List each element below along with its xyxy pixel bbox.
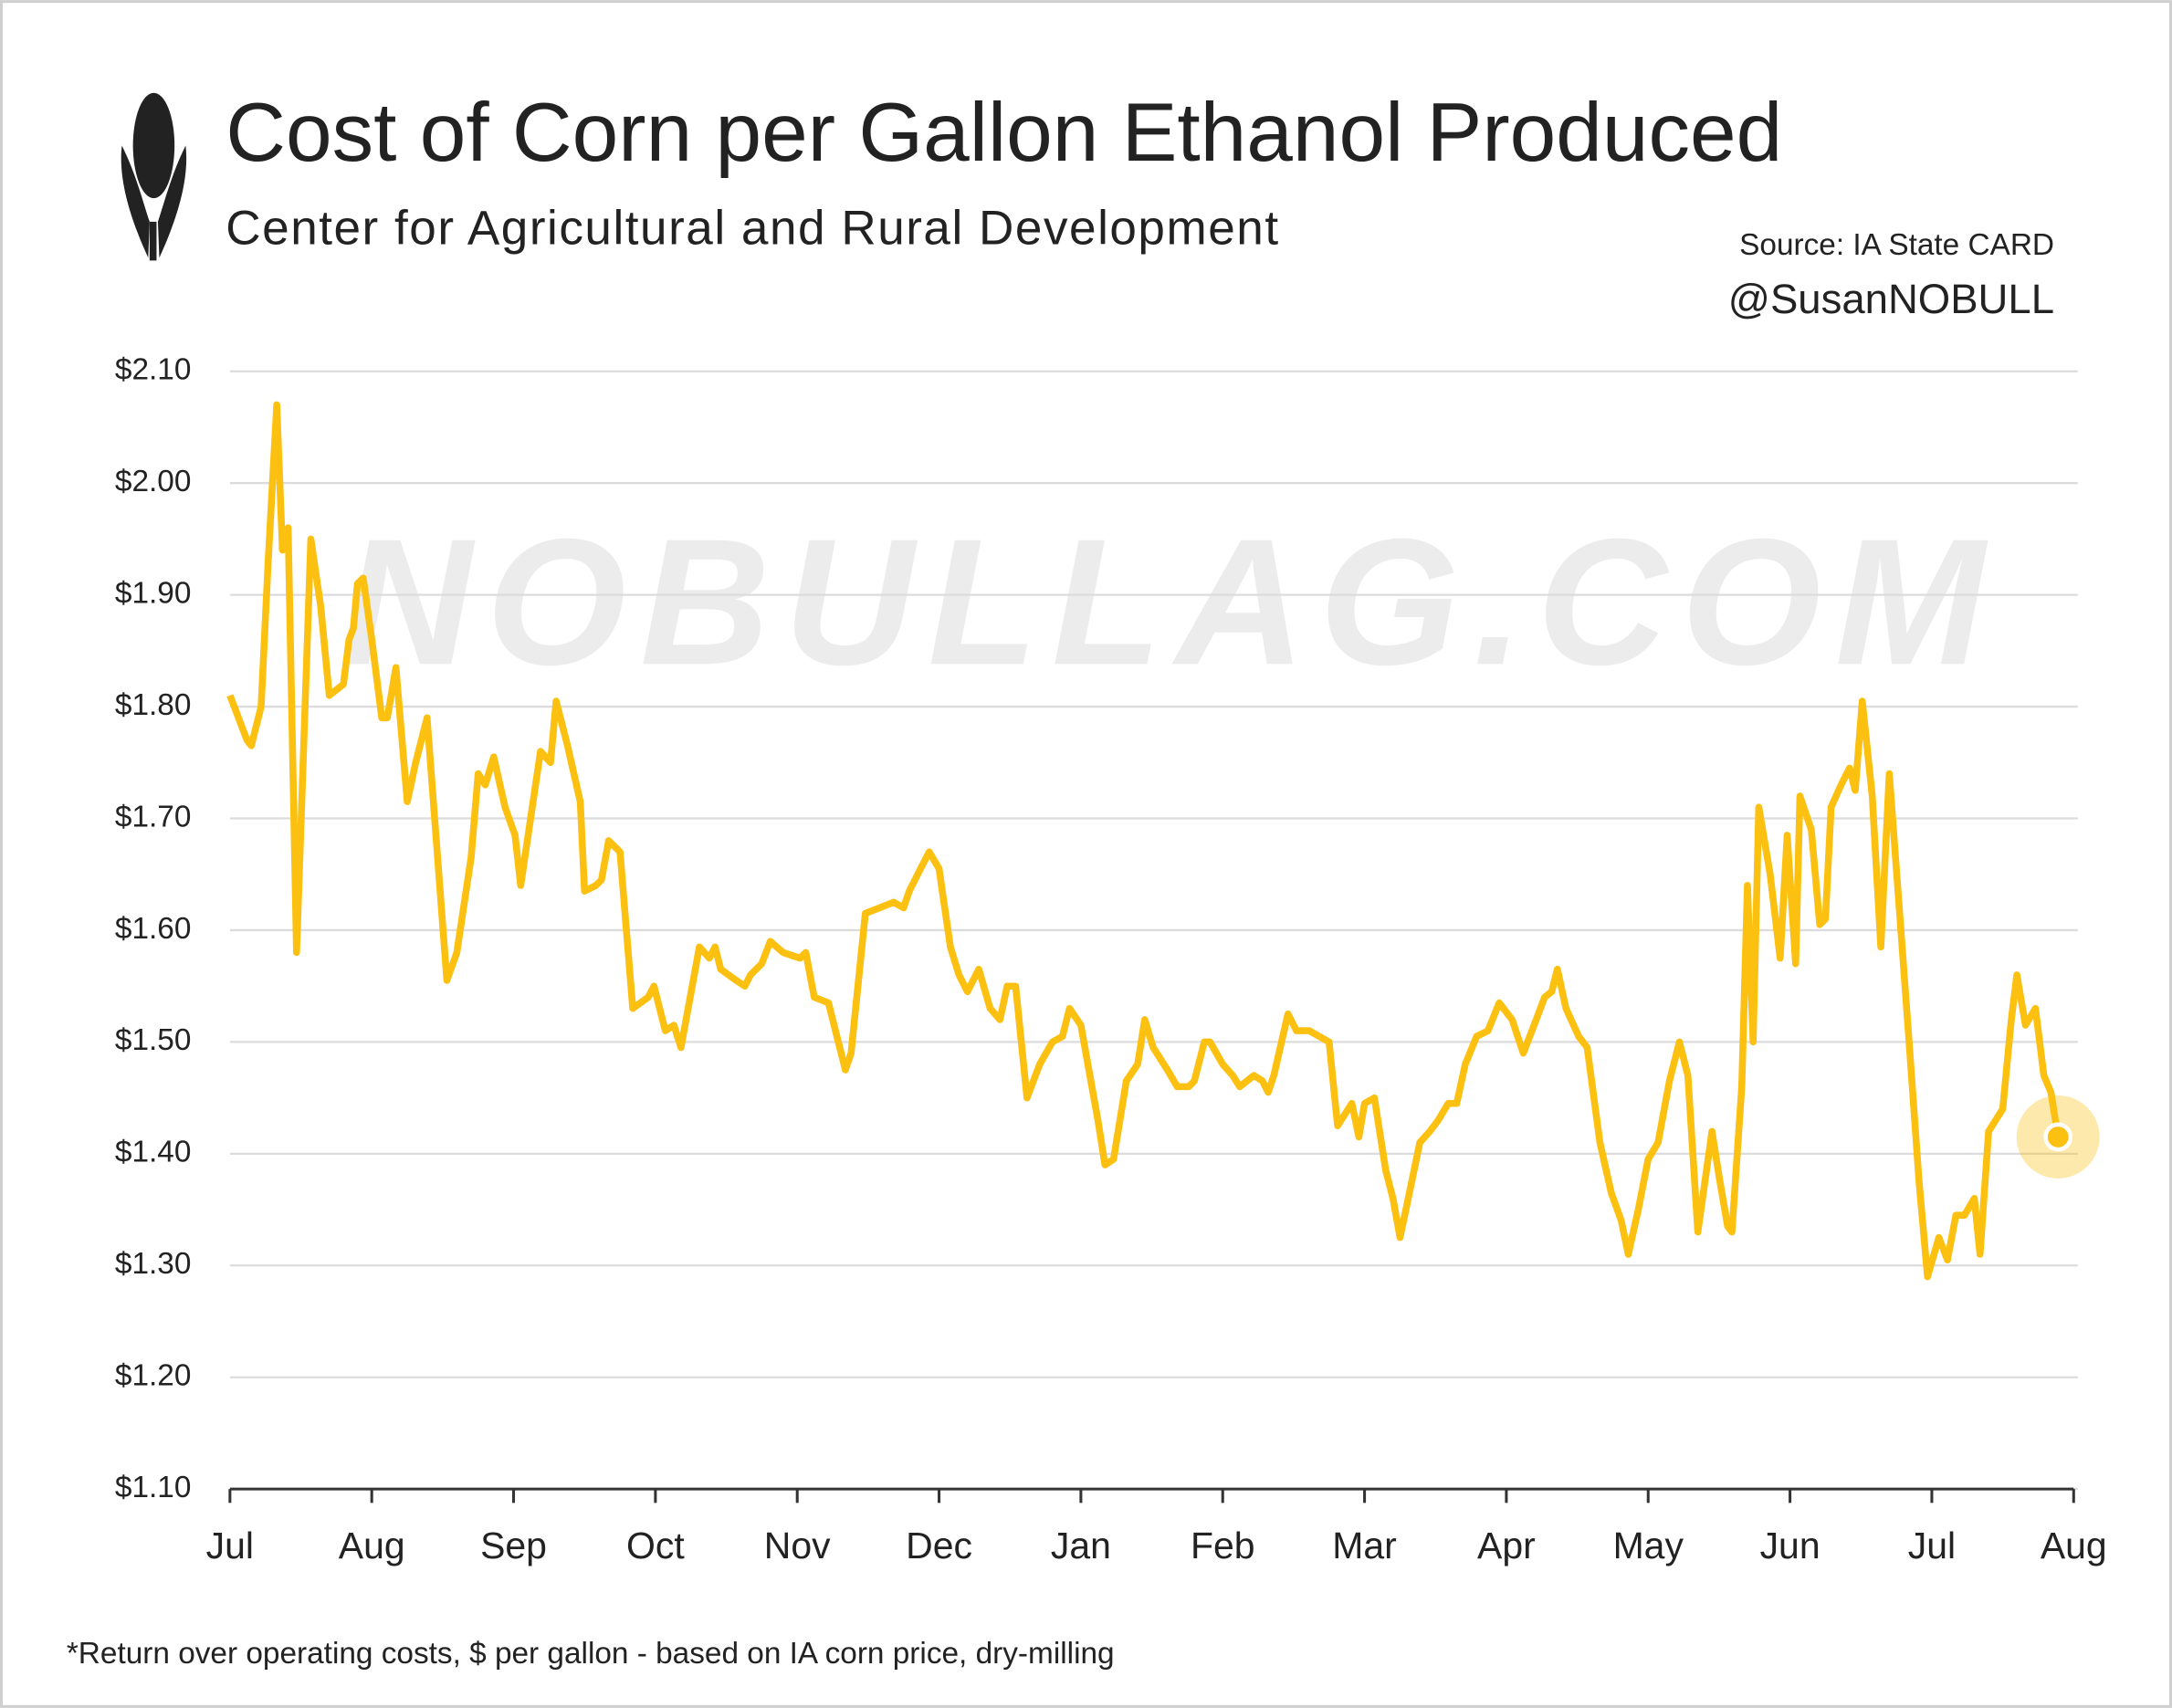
watermark: NOBULLAG.COM bbox=[342, 500, 1999, 702]
x-tick-label: Mar bbox=[1332, 1525, 1397, 1567]
y-tick-label: $1.30 bbox=[115, 1247, 191, 1281]
y-tick-label: $2.00 bbox=[115, 465, 191, 498]
x-tick-label: Aug bbox=[2041, 1525, 2107, 1567]
x-tick-label: May bbox=[1613, 1525, 1684, 1567]
x-tick-label: Jul bbox=[206, 1525, 254, 1567]
source: Source: IA State CARD bbox=[1739, 228, 2054, 262]
last-point bbox=[2043, 1122, 2073, 1152]
y-tick-label: $1.70 bbox=[115, 800, 191, 833]
y-tick-label: $1.60 bbox=[115, 912, 191, 946]
x-tick-label: Jun bbox=[1760, 1525, 1820, 1567]
y-tick-label: $1.50 bbox=[115, 1023, 191, 1057]
y-tick-label: $1.40 bbox=[115, 1136, 191, 1169]
x-tick-label: Nov bbox=[764, 1525, 831, 1567]
footnote: *Return over operating costs, $ per gall… bbox=[67, 1637, 1115, 1671]
data-line bbox=[226, 401, 2062, 1281]
plot-area: $1.10 $1.20 $1.30 $1.40 $1.50 $1.60 $1.70 $1.80… bbox=[115, 353, 2107, 1567]
x-tick-label: Aug bbox=[339, 1525, 405, 1567]
x-tick-label: Oct bbox=[626, 1525, 685, 1567]
y-tick-label: $1.10 bbox=[115, 1471, 191, 1504]
y-tick-label: $1.80 bbox=[115, 688, 191, 722]
x-tick-label: Sep bbox=[480, 1525, 547, 1567]
y-tick-label: $1.90 bbox=[115, 576, 191, 610]
x-tick-label: Jan bbox=[1051, 1525, 1111, 1567]
chart-title: Cost of Corn per Gallon Ethanol Produced bbox=[226, 87, 1782, 179]
x-tick-label: Apr bbox=[1477, 1525, 1536, 1567]
y-tick-label: $1.20 bbox=[115, 1359, 191, 1393]
corn-icon bbox=[121, 92, 187, 261]
chart-subtitle: Center for Agricultural and Rural Develo… bbox=[226, 202, 1279, 256]
x-tick-label: Jul bbox=[1908, 1525, 1956, 1567]
x-tick-label: Feb bbox=[1191, 1525, 1255, 1567]
y-tick-label: $2.10 bbox=[115, 353, 191, 387]
handle: @SusanNOBULL bbox=[1728, 276, 2054, 322]
x-tick-label: Dec bbox=[906, 1525, 972, 1567]
